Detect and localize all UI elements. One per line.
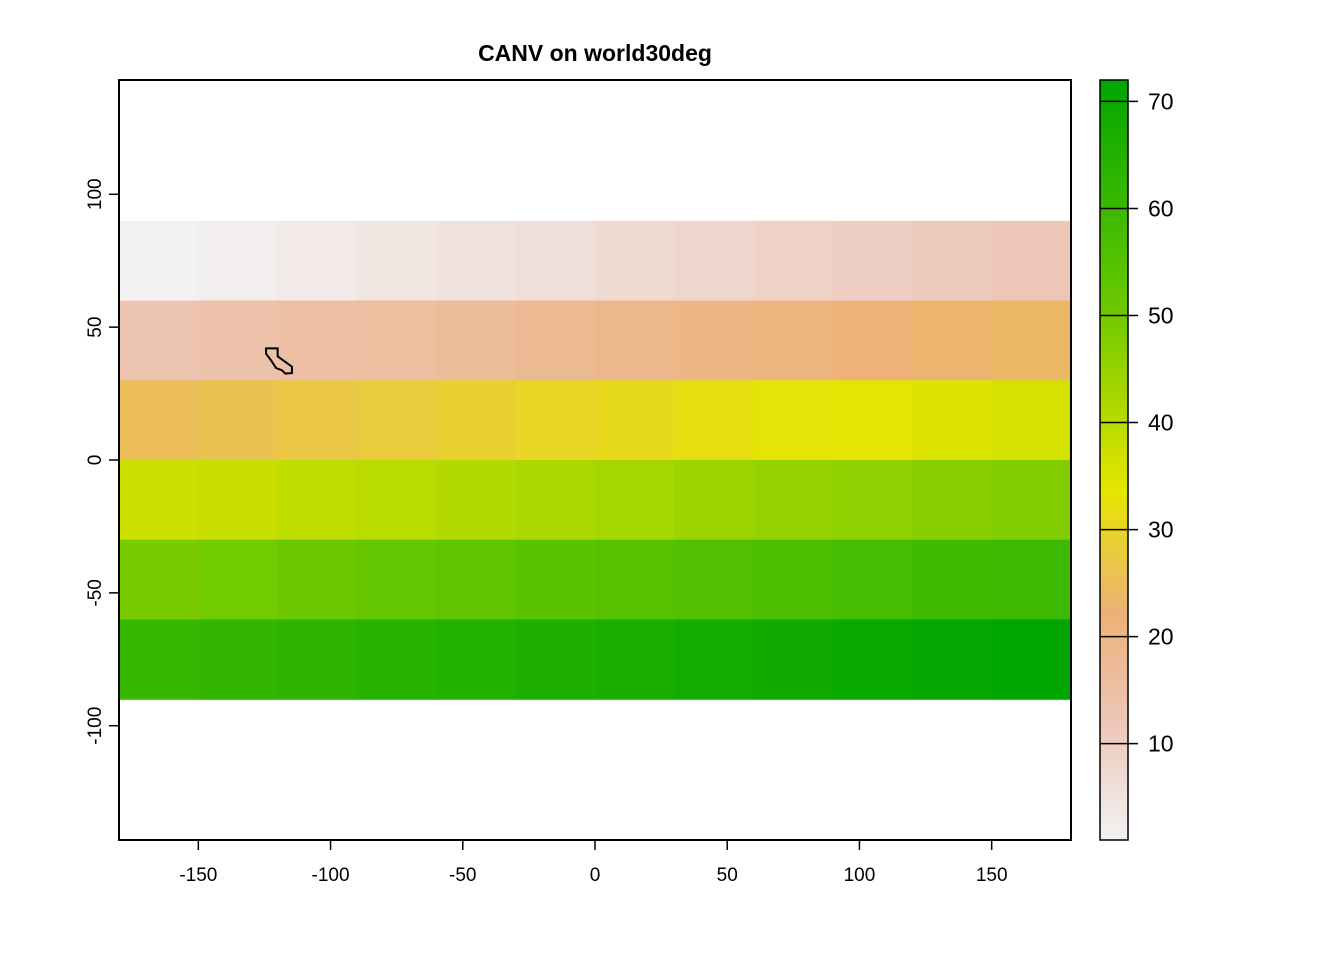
raster-cell <box>674 220 755 302</box>
legend-tick-label: 30 <box>1148 517 1174 543</box>
raster-cell <box>515 300 596 381</box>
raster-cell <box>515 380 596 461</box>
raster-cell <box>753 380 834 461</box>
raster-cell <box>357 619 437 700</box>
raster-cell <box>991 300 1072 381</box>
raster-cell <box>674 300 755 381</box>
y-tick-label: 50 <box>85 317 106 338</box>
y-tick-label: -50 <box>85 579 106 606</box>
raster-cell <box>277 460 358 541</box>
legend-tick-label: 10 <box>1148 731 1174 757</box>
legend-tick-label: 50 <box>1148 302 1174 328</box>
legend-tick-label: 70 <box>1148 88 1174 114</box>
raster-cell <box>991 619 1072 700</box>
raster-cell <box>753 300 834 381</box>
y-tick-label: -100 <box>85 707 106 745</box>
y-axis: 100 50 0 -50 -100 <box>85 178 119 745</box>
raster-cell <box>119 300 199 381</box>
x-tick-label: 0 <box>590 865 601 886</box>
raster-cell <box>912 619 993 700</box>
x-axis: -150 -100 -50 0 50 100 150 <box>179 840 1008 886</box>
raster-cell <box>198 539 279 621</box>
x-tick-label: 150 <box>976 865 1008 886</box>
raster-cell <box>595 300 675 381</box>
raster-cell <box>833 539 913 621</box>
raster-cell <box>436 380 517 461</box>
raster-cell <box>436 460 517 541</box>
raster-cell <box>833 619 913 700</box>
raster-cell <box>119 220 199 302</box>
raster-cell <box>515 220 596 302</box>
raster-cell <box>674 380 755 461</box>
raster-cell <box>912 380 993 461</box>
raster-cell <box>198 619 279 700</box>
raster-cell <box>912 220 993 302</box>
legend-ticks: 10 20 30 40 50 60 70 <box>1100 88 1174 757</box>
raster-cell <box>436 539 517 621</box>
raster-cell <box>595 619 675 700</box>
raster-cell <box>595 539 675 621</box>
legend-tick-label: 40 <box>1148 410 1174 436</box>
raster-cell <box>753 220 834 302</box>
raster-cell <box>991 539 1072 621</box>
raster-cell <box>991 380 1072 461</box>
raster-cell <box>277 380 358 461</box>
raster-cell <box>198 460 279 541</box>
raster-cell <box>912 460 993 541</box>
raster-cell <box>753 460 834 541</box>
raster-cell <box>357 380 437 461</box>
raster-cell <box>674 460 755 541</box>
raster-cell <box>833 220 913 302</box>
raster-cell <box>912 539 993 621</box>
raster-cell <box>198 380 279 461</box>
raster-cell <box>595 380 675 461</box>
legend-tick-label: 60 <box>1148 195 1174 221</box>
legend-bar <box>1099 79 1129 841</box>
raster-cell <box>119 619 199 700</box>
raster-cell <box>357 460 437 541</box>
raster-cell <box>436 300 517 381</box>
raster-cell <box>119 539 199 621</box>
state-outline <box>265 347 293 375</box>
raster-cell <box>277 300 358 381</box>
raster-cell <box>277 220 358 302</box>
raster-cell <box>119 460 199 541</box>
legend-tick-label: 20 <box>1148 624 1174 650</box>
raster-cell <box>674 619 755 700</box>
raster-cell <box>991 460 1072 541</box>
y-tick-label: 0 <box>85 455 106 466</box>
raster-cell <box>357 300 437 381</box>
raster-cell <box>198 300 279 381</box>
raster-cell <box>674 539 755 621</box>
x-tick-label: 100 <box>844 865 876 886</box>
raster-cells <box>119 220 1072 700</box>
raster-cell <box>436 220 517 302</box>
raster-cell <box>515 460 596 541</box>
raster-cell <box>515 539 596 621</box>
raster-cell <box>515 619 596 700</box>
raster-cell <box>753 539 834 621</box>
raster-cell <box>833 460 913 541</box>
y-tick-label: 100 <box>85 178 106 210</box>
raster-cell <box>595 460 675 541</box>
x-tick-label: -50 <box>449 865 476 886</box>
raster-cell <box>833 300 913 381</box>
raster-cell <box>436 619 517 700</box>
raster-cell <box>991 220 1072 302</box>
raster-cell <box>198 220 279 302</box>
raster-cell <box>912 300 993 381</box>
x-tick-label: 50 <box>717 865 738 886</box>
raster-cell <box>595 220 675 302</box>
raster-cell <box>277 539 358 621</box>
raster-cell <box>357 220 437 302</box>
raster-cell <box>833 380 913 461</box>
raster-cell <box>357 539 437 621</box>
raster-cell <box>753 619 834 700</box>
x-tick-label: -100 <box>312 865 350 886</box>
raster-cell <box>119 380 199 461</box>
x-tick-label: -150 <box>179 865 217 886</box>
raster-cell <box>277 619 358 700</box>
chart-title: CANV on world30deg <box>478 40 712 66</box>
